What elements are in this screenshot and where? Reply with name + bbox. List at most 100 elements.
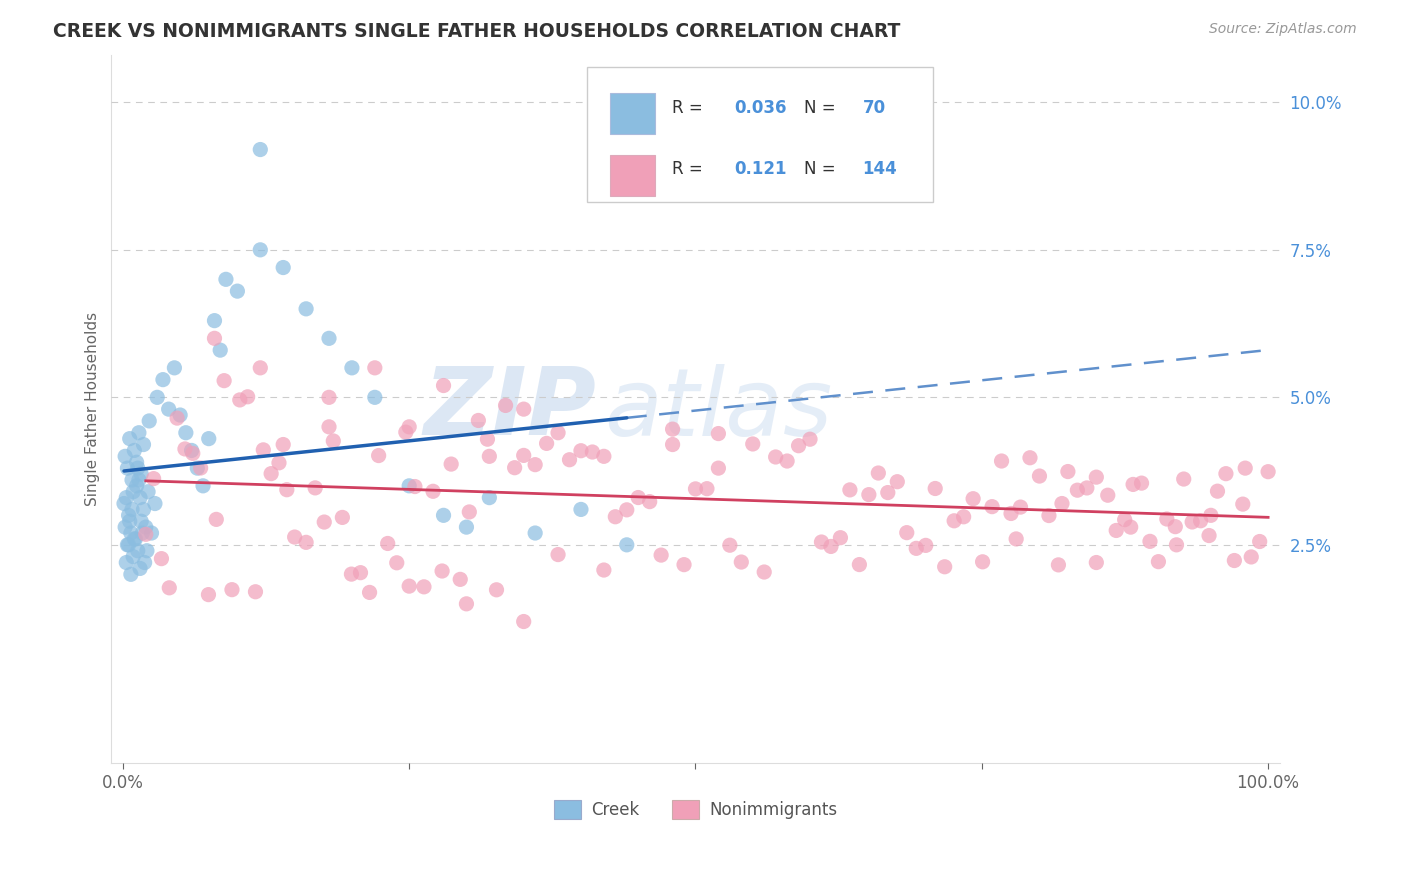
Point (1097, 488, 1119, 502)
Point (115, 491, 138, 505)
Point (776, 454, 799, 468)
Point (799, 432, 821, 446)
Point (143, 496, 166, 510)
Point (569, 502, 592, 516)
Point (1085, 470, 1108, 484)
Point (121, 502, 143, 516)
Point (314, 515, 336, 529)
Point (129, 561, 152, 575)
Point (115, 556, 138, 570)
Point (276, 483, 298, 497)
Point (245, 584, 267, 599)
Point (322, 434, 344, 448)
Point (741, 437, 763, 451)
Point (229, 392, 252, 407)
Point (364, 390, 387, 404)
Point (1139, 534, 1161, 549)
Point (1076, 481, 1098, 495)
Point (413, 580, 436, 594)
Point (858, 488, 880, 502)
Point (1028, 469, 1050, 483)
Point (118, 514, 141, 528)
Text: Source: ZipAtlas.com: Source: ZipAtlas.com (1209, 22, 1357, 37)
Point (952, 509, 974, 524)
Point (221, 582, 243, 597)
Point (197, 432, 219, 446)
Point (787, 439, 810, 453)
Text: 0.121: 0.121 (734, 161, 786, 178)
Point (432, 378, 454, 392)
Point (1215, 467, 1237, 481)
Point (638, 494, 661, 508)
Point (169, 408, 191, 422)
Point (190, 461, 212, 475)
Point (478, 491, 501, 505)
Point (1119, 520, 1142, 534)
Point (152, 373, 174, 387)
Point (1114, 513, 1136, 527)
Point (430, 564, 453, 578)
Point (449, 573, 471, 587)
Point (886, 475, 908, 489)
Point (271, 260, 294, 275)
Point (1050, 496, 1073, 510)
Text: 70: 70 (862, 98, 886, 117)
Point (226, 284, 249, 298)
Point (117, 508, 139, 523)
Text: R =: R = (672, 98, 709, 117)
Point (524, 526, 547, 541)
Point (136, 484, 159, 499)
Point (398, 420, 420, 434)
Point (1047, 558, 1070, 572)
Point (1198, 528, 1220, 542)
Point (838, 483, 860, 497)
Point (1206, 484, 1229, 499)
Point (128, 425, 150, 440)
Point (905, 541, 928, 556)
Point (120, 567, 142, 582)
Point (765, 450, 787, 464)
Point (558, 452, 581, 467)
Point (398, 479, 420, 493)
Point (212, 374, 235, 388)
Point (1189, 514, 1212, 528)
Point (124, 532, 146, 546)
Point (271, 437, 294, 451)
Point (118, 432, 141, 446)
Point (157, 402, 180, 417)
Point (191, 479, 214, 493)
Point (1181, 515, 1204, 529)
Point (364, 360, 387, 375)
Point (146, 390, 169, 404)
Point (848, 558, 870, 572)
Point (718, 538, 741, 552)
Point (135, 520, 157, 534)
Point (1173, 472, 1195, 486)
Point (205, 512, 228, 526)
Point (284, 530, 307, 544)
Point (138, 414, 160, 428)
Point (1234, 461, 1257, 475)
Point (157, 581, 180, 595)
Point (174, 442, 197, 456)
Point (141, 526, 163, 541)
Point (432, 508, 454, 523)
Point (1038, 508, 1060, 523)
Point (650, 548, 672, 562)
Point (512, 449, 534, 463)
Point (166, 411, 188, 425)
Point (536, 436, 558, 450)
Bar (610, 94, 655, 135)
Text: CREEK VS NONIMMIGRANTS SINGLE FATHER HOUSEHOLDS CORRELATION CHART: CREEK VS NONIMMIGRANTS SINGLE FATHER HOU… (53, 22, 901, 41)
Point (876, 485, 898, 500)
Point (1164, 519, 1187, 533)
Point (249, 243, 271, 257)
Point (943, 514, 966, 528)
Point (1249, 534, 1271, 549)
Point (592, 450, 614, 464)
Point (122, 549, 145, 564)
Point (295, 535, 318, 549)
Point (180, 443, 202, 458)
Point (124, 532, 146, 546)
Point (707, 461, 730, 475)
